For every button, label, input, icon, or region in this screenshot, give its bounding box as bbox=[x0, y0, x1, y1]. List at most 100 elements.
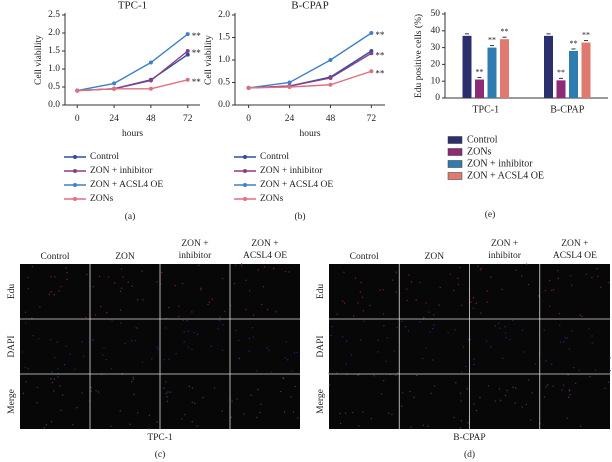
cell-signal bbox=[401, 320, 403, 323]
cell-signal bbox=[127, 281, 129, 283]
cell-signal bbox=[588, 328, 590, 330]
cell-signal bbox=[82, 355, 85, 357]
cell-signal bbox=[191, 348, 193, 351]
cell-signal bbox=[248, 337, 251, 340]
cell-signal bbox=[552, 289, 555, 291]
column-header: Control bbox=[40, 252, 69, 262]
cell-signal bbox=[432, 359, 434, 361]
cell-signal bbox=[413, 396, 415, 398]
row-label: Merge bbox=[316, 389, 326, 414]
cell-signal bbox=[600, 286, 602, 288]
cell-signal bbox=[259, 411, 261, 414]
x-tick-label: 0 bbox=[246, 114, 251, 124]
y-tick-label: 50 bbox=[431, 9, 441, 19]
cell-signal bbox=[196, 425, 198, 427]
y-tick-label: 1.0 bbox=[48, 64, 60, 74]
cell-signal bbox=[282, 377, 285, 380]
cell-signal bbox=[25, 381, 27, 383]
cell-signal bbox=[501, 288, 503, 290]
cell-signal bbox=[339, 412, 341, 415]
cell-signal bbox=[27, 367, 30, 370]
cell-signal bbox=[266, 347, 268, 349]
cell-signal bbox=[331, 325, 334, 328]
cell-signal bbox=[460, 420, 463, 422]
cell-signal bbox=[383, 325, 385, 327]
cell-signal bbox=[245, 279, 247, 281]
cell-signal bbox=[208, 301, 211, 304]
cell-signal bbox=[191, 401, 193, 404]
cell-signal bbox=[473, 358, 475, 361]
cell-signal bbox=[480, 267, 483, 270]
column-header: ZON bbox=[115, 252, 135, 262]
cell-signal bbox=[569, 394, 571, 396]
point bbox=[75, 88, 80, 93]
cell-signal bbox=[293, 352, 296, 354]
cell-signal bbox=[252, 336, 255, 339]
cell-signal bbox=[415, 299, 417, 301]
cell-signal bbox=[222, 324, 224, 326]
significance: ** bbox=[557, 68, 565, 77]
cell-signal bbox=[74, 368, 76, 371]
cell-signal bbox=[54, 276, 56, 278]
cell-signal bbox=[591, 335, 593, 337]
cell-signal bbox=[177, 315, 180, 318]
bar bbox=[544, 35, 553, 98]
cell-signal bbox=[504, 332, 507, 334]
cell-signal bbox=[453, 289, 455, 292]
cell-signal bbox=[136, 298, 139, 301]
cell-signal bbox=[135, 326, 137, 329]
cell-signal bbox=[571, 330, 573, 332]
cell-signal bbox=[51, 371, 53, 373]
cell-signal bbox=[165, 381, 167, 383]
cell-signal bbox=[53, 390, 55, 392]
cell-signal bbox=[362, 310, 365, 312]
cell-signal bbox=[386, 336, 389, 339]
cell-signal bbox=[54, 356, 56, 359]
cell-signal bbox=[395, 271, 397, 273]
cell-signal bbox=[341, 336, 344, 338]
cell-signal bbox=[48, 293, 51, 295]
cell-signal bbox=[487, 385, 490, 387]
panel-label: (a) bbox=[125, 211, 136, 222]
cell-signal bbox=[156, 281, 158, 283]
bar bbox=[500, 39, 509, 98]
cell-signal bbox=[370, 417, 373, 420]
legend-marker bbox=[73, 183, 77, 187]
panel-label: (e) bbox=[485, 209, 496, 220]
cell-signal bbox=[62, 394, 64, 396]
x-tick-label: 48 bbox=[326, 114, 336, 124]
cell-signal bbox=[453, 416, 455, 418]
cell-signal bbox=[90, 390, 93, 392]
cell-signal bbox=[290, 396, 292, 398]
cell-signal bbox=[404, 326, 407, 328]
cell-signal bbox=[473, 363, 475, 366]
cell-signal bbox=[245, 308, 247, 311]
cell-signal bbox=[559, 341, 562, 343]
cell-signal bbox=[119, 290, 122, 292]
cell-signal bbox=[59, 385, 61, 387]
cell-signal bbox=[459, 266, 461, 269]
cell-signal bbox=[512, 319, 514, 322]
cell-signal bbox=[497, 322, 500, 324]
cell-signal bbox=[183, 331, 185, 333]
cell-signal bbox=[416, 374, 418, 377]
y-tick-label: 0.5 bbox=[48, 82, 60, 92]
cell-signal bbox=[433, 324, 435, 326]
cell-signal bbox=[92, 338, 95, 340]
row-label: Merge bbox=[7, 389, 17, 414]
cell-signal bbox=[558, 312, 561, 315]
cell-signal bbox=[193, 332, 195, 334]
point bbox=[328, 58, 333, 62]
cell-signal bbox=[120, 287, 123, 289]
cell-signal bbox=[291, 370, 293, 372]
cell-signal bbox=[604, 387, 606, 390]
cell-signal bbox=[439, 286, 441, 289]
point bbox=[287, 80, 292, 85]
cell-signal bbox=[557, 277, 560, 280]
cell-signal bbox=[509, 339, 511, 341]
cell-signal bbox=[505, 337, 507, 339]
cell-signal bbox=[248, 350, 251, 352]
cell-signal bbox=[200, 287, 202, 289]
cell-signal bbox=[76, 407, 78, 409]
cell-signal bbox=[141, 361, 144, 363]
